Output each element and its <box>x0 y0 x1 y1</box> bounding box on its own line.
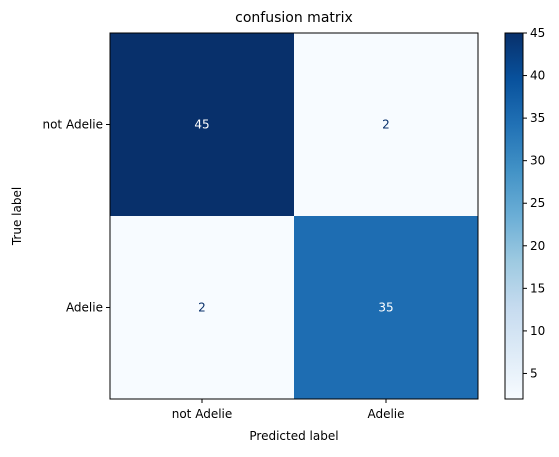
heatmap-cell <box>294 216 478 399</box>
x-axis-ticks: not Adelie Adelie <box>172 399 405 421</box>
cell-value-label: 2 <box>198 301 206 315</box>
colorbar-tick-label: 35 <box>530 111 545 125</box>
x-tick-label: not Adelie <box>172 407 233 421</box>
heatmap-cells <box>110 33 478 399</box>
colorbar-tick-label: 10 <box>530 324 545 338</box>
colorbar <box>504 32 524 400</box>
y-tick-label: not Adelie <box>42 118 103 132</box>
cell-value-label: 2 <box>382 118 390 132</box>
heatmap-cell <box>294 33 478 216</box>
colorbar-tick-label: 40 <box>530 69 545 83</box>
colorbar-tick-label: 5 <box>530 366 538 380</box>
plot-frame <box>109 32 479 400</box>
y-axis-label: True label <box>10 187 24 246</box>
colorbar-tick-label: 15 <box>530 281 545 295</box>
heatmap-cell <box>110 216 294 399</box>
cell-value-label: 35 <box>378 301 393 315</box>
x-tick-label: Adelie <box>367 407 404 421</box>
y-axis-ticks: not Adelie Adelie <box>42 118 110 315</box>
heatmap-cell-labels: 45 2 2 35 <box>194 118 393 315</box>
x-axis-label: Predicted label <box>249 429 338 443</box>
chart-title: confusion matrix <box>235 10 353 26</box>
colorbar-ticks: 5 10 15 20 25 30 35 40 45 <box>523 26 545 380</box>
y-tick-label: Adelie <box>66 301 103 315</box>
colorbar-tick-label: 20 <box>530 239 545 253</box>
colorbar-tick-label: 25 <box>530 196 545 210</box>
colorbar-tick-label: 45 <box>530 26 545 40</box>
colorbar-tick-label: 30 <box>530 154 545 168</box>
cell-value-label: 45 <box>194 118 209 132</box>
heatmap-cell <box>110 33 294 216</box>
